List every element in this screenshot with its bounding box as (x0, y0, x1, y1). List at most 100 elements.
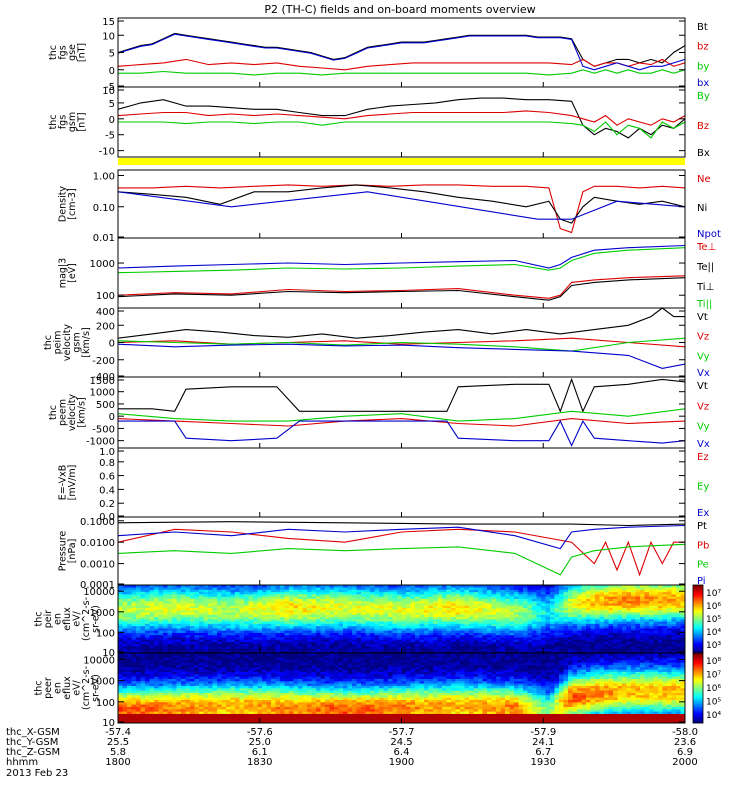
spectrogram-cell (325, 643, 330, 647)
spectrogram-cell (149, 616, 155, 620)
spectrogram-cell (325, 600, 330, 604)
spectrogram-cell (266, 614, 272, 618)
spectrogram-cell (460, 641, 465, 645)
spectrogram-cell (347, 596, 353, 599)
spectrogram-cell (361, 646, 366, 649)
spectrogram-cell (338, 605, 344, 608)
spectrogram-cell (118, 632, 123, 636)
spectrogram-cell (298, 630, 303, 633)
spectrogram-cell (361, 598, 366, 602)
spectrogram-cell (145, 594, 150, 597)
spectrogram-cell (158, 641, 164, 645)
spectrogram-cell (518, 585, 524, 588)
spectrogram-cell (275, 605, 281, 608)
spectrogram-cell (176, 718, 182, 721)
spectrogram-cell (127, 685, 132, 689)
spectrogram-cell (284, 589, 290, 593)
spectrogram-cell (347, 637, 353, 640)
spectrogram-cell (559, 621, 564, 624)
spectrogram-cell (388, 603, 393, 606)
spectrogram-cell (163, 685, 168, 689)
spectrogram-cell (257, 637, 263, 640)
spectrogram-cell (500, 619, 506, 622)
spectrogram-cell (167, 662, 173, 665)
spectrogram-cell (217, 653, 222, 656)
spectrogram-cell (307, 587, 312, 590)
spectrogram-cell (379, 650, 384, 654)
legend-entry: Ey (697, 482, 709, 493)
spectrogram-cell (239, 678, 245, 682)
spectrogram-cell (253, 621, 258, 624)
spectrogram-cell (257, 605, 263, 608)
spectrogram-cell (577, 628, 582, 631)
spectrogram-cell (212, 639, 218, 642)
spectrogram-cell (199, 657, 204, 661)
spectrogram-cell (545, 628, 551, 631)
spectrogram-cell (608, 625, 614, 629)
spectrogram-cell (302, 614, 308, 618)
spectrogram-cell (640, 643, 645, 647)
spectrogram-cell (424, 632, 429, 636)
spectrogram-cell (541, 605, 546, 608)
spectrogram-cell (419, 643, 425, 647)
spectrogram-cell (221, 603, 227, 606)
spectrogram-cell (505, 639, 510, 642)
spectrogram-cell (131, 709, 137, 712)
spectrogram-cell (424, 585, 429, 588)
spectrogram-cell (154, 716, 159, 719)
spectrogram-cell (275, 587, 281, 590)
spectrogram-cell (172, 596, 177, 599)
spectrogram-cell (158, 674, 164, 677)
spectrogram-cell (392, 594, 398, 597)
spectrogram-cell (145, 614, 150, 618)
spectrogram-cell (469, 621, 474, 624)
spectrogram-cell (581, 616, 587, 620)
spectrogram-cell (140, 664, 146, 668)
spectrogram-cell (595, 607, 600, 611)
spectrogram-cell (437, 632, 443, 636)
spectrogram-cell (176, 614, 182, 618)
spectrogram-cell (550, 637, 555, 640)
spectrogram-cell (118, 628, 123, 631)
spectrogram-cell (163, 605, 168, 608)
spectrogram-cell (536, 619, 542, 622)
spectrogram-cell (563, 643, 569, 647)
spectrogram-cell (442, 628, 447, 631)
spectrogram-cell (307, 594, 312, 597)
y-tick-label: -10 (99, 147, 115, 158)
spectrogram-cell (424, 598, 429, 602)
spectrogram-cell (145, 669, 150, 672)
spectrogram-cell (244, 655, 249, 658)
spectrogram-cell (145, 720, 150, 724)
spectrogram-cell (563, 630, 569, 633)
spectrogram-cell (172, 625, 177, 629)
spectrogram-cell (586, 648, 591, 652)
spectrogram-cell (667, 641, 672, 645)
spectrogram-cell (617, 646, 623, 649)
spectrogram-cell (523, 616, 528, 620)
spectrogram-cell (631, 646, 636, 649)
spectrogram-cell (563, 609, 569, 613)
spectrogram-cell (163, 671, 168, 675)
spectrogram-cell (212, 655, 218, 658)
spectrogram-cell (199, 628, 204, 631)
spectrogram-cell (653, 596, 659, 599)
spectrogram-cell (122, 683, 128, 686)
spectrogram-cell (145, 641, 150, 645)
spectrogram-cell (203, 688, 209, 691)
spectrogram-cell (608, 600, 614, 604)
spectrogram-cell (149, 718, 155, 721)
spectrogram-cell (172, 591, 177, 595)
colorbar-step (693, 593, 703, 596)
spectrogram-cell (662, 609, 668, 613)
spectrogram-cell (208, 690, 213, 693)
spectrogram-cell (181, 664, 186, 668)
spectrogram-cell (586, 616, 591, 620)
spectrogram-cell (613, 632, 618, 636)
spectrogram-cell (118, 692, 123, 696)
spectrogram-cell (190, 619, 195, 622)
spectrogram-cell (208, 669, 213, 672)
spectrogram-cell (617, 596, 623, 599)
spectrogram-cell (523, 587, 528, 590)
spectrogram-cell (352, 632, 357, 636)
